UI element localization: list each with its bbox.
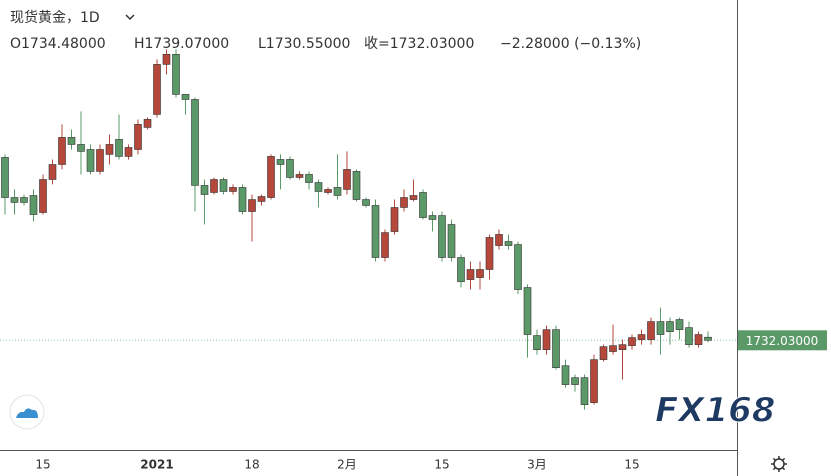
candle-body [324, 189, 332, 193]
candle-body [476, 269, 484, 278]
candle-body [485, 237, 494, 270]
candle-body [134, 124, 142, 150]
candle-body [637, 334, 646, 340]
x-tick-label: 18 [244, 458, 259, 472]
candle-body [704, 336, 712, 341]
candle-body [599, 346, 608, 360]
candle-body [571, 377, 579, 385]
last-price-label: 1732.03000 [746, 334, 819, 348]
candle-body [20, 197, 28, 203]
stat-value: O1734.48000 [10, 36, 106, 52]
candle-body [238, 187, 247, 212]
candle-body [314, 182, 323, 192]
candle-body [352, 171, 361, 200]
candle-body [504, 241, 513, 246]
candle-body [39, 179, 47, 213]
candle-body [219, 179, 228, 192]
candle-body [162, 54, 171, 65]
symbol-title[interactable]: 现货黄金，1D [10, 9, 100, 26]
candle-body [533, 335, 541, 350]
candle-body [400, 197, 408, 208]
candle-body [77, 144, 85, 152]
candle-body [124, 147, 133, 157]
candle-body [10, 197, 19, 203]
candle-body [67, 137, 76, 145]
candle-body [362, 199, 370, 206]
candle-body [29, 195, 38, 215]
candle-body [466, 269, 475, 280]
candle-body [248, 199, 256, 212]
candle-body [295, 174, 304, 178]
candle-body [666, 321, 674, 332]
settings-button[interactable] [771, 456, 787, 472]
candle-body [590, 359, 598, 403]
candle-body [685, 327, 693, 345]
candle-body [409, 195, 418, 200]
stat-value: H1739.07000 [134, 36, 229, 52]
last-price-box [738, 330, 827, 351]
ohlc-stats: O1734.48000 H1739.07000 L1730.55000 收=1732.… [10, 36, 641, 52]
candle-body [371, 205, 380, 258]
candle-body [647, 321, 655, 340]
candle-body [561, 365, 570, 385]
candle-body [552, 329, 560, 368]
stat-value: −2.28000 (−0.13%) [500, 36, 641, 52]
candle-body [143, 119, 152, 128]
candle-body [495, 234, 503, 246]
candle-body [333, 187, 342, 196]
candle-body [618, 344, 627, 350]
candle-body [419, 192, 427, 218]
candle-body [210, 179, 218, 193]
logo-button[interactable] [9, 394, 45, 430]
candle-body [286, 159, 294, 178]
candle-body [105, 144, 114, 155]
candle-body [305, 174, 313, 183]
candle-body [115, 139, 123, 157]
candle-body [200, 185, 209, 195]
dropdown-icon[interactable] [125, 14, 135, 21]
x-tick-label: 15 [624, 458, 639, 472]
candle-body [48, 164, 57, 180]
candle-body [628, 337, 636, 346]
candle-body [86, 149, 95, 172]
candle-body [438, 215, 446, 258]
candle-body [1, 157, 9, 198]
stat-value: 收=1732.03000 [364, 36, 474, 52]
candle-body [514, 244, 522, 290]
plot-area [0, 49, 737, 410]
x-tick-label: 15 [434, 458, 449, 472]
candle-body [542, 329, 551, 350]
candle-body [181, 94, 190, 100]
candle-body [191, 99, 199, 186]
candle-body [675, 319, 684, 330]
x-tick-label: 2021 [140, 458, 173, 472]
watermark: FX168 [655, 391, 775, 431]
candle-body [172, 54, 180, 95]
candle-body [609, 345, 617, 352]
stat-value: L1730.55000 [258, 36, 350, 52]
candle-body [428, 215, 437, 220]
candle-body [523, 287, 532, 335]
x-tick-label: 3月 [527, 458, 547, 472]
x-tick-label: 15 [35, 458, 50, 472]
candle-body [343, 169, 351, 190]
candle-body [580, 377, 589, 405]
candle-body [58, 137, 66, 165]
candle-body [457, 257, 465, 282]
candle-body [276, 159, 285, 165]
candle-body [656, 321, 665, 335]
candle-body [381, 232, 389, 258]
candle-body [267, 156, 275, 198]
candle-body [390, 207, 399, 232]
candle-body [257, 196, 266, 202]
candle-body [229, 187, 237, 192]
candle-body [694, 334, 703, 345]
candle-body [153, 64, 161, 115]
candle-body [96, 149, 104, 172]
x-tick-label: 2月 [337, 458, 357, 472]
candle-body [447, 224, 456, 258]
